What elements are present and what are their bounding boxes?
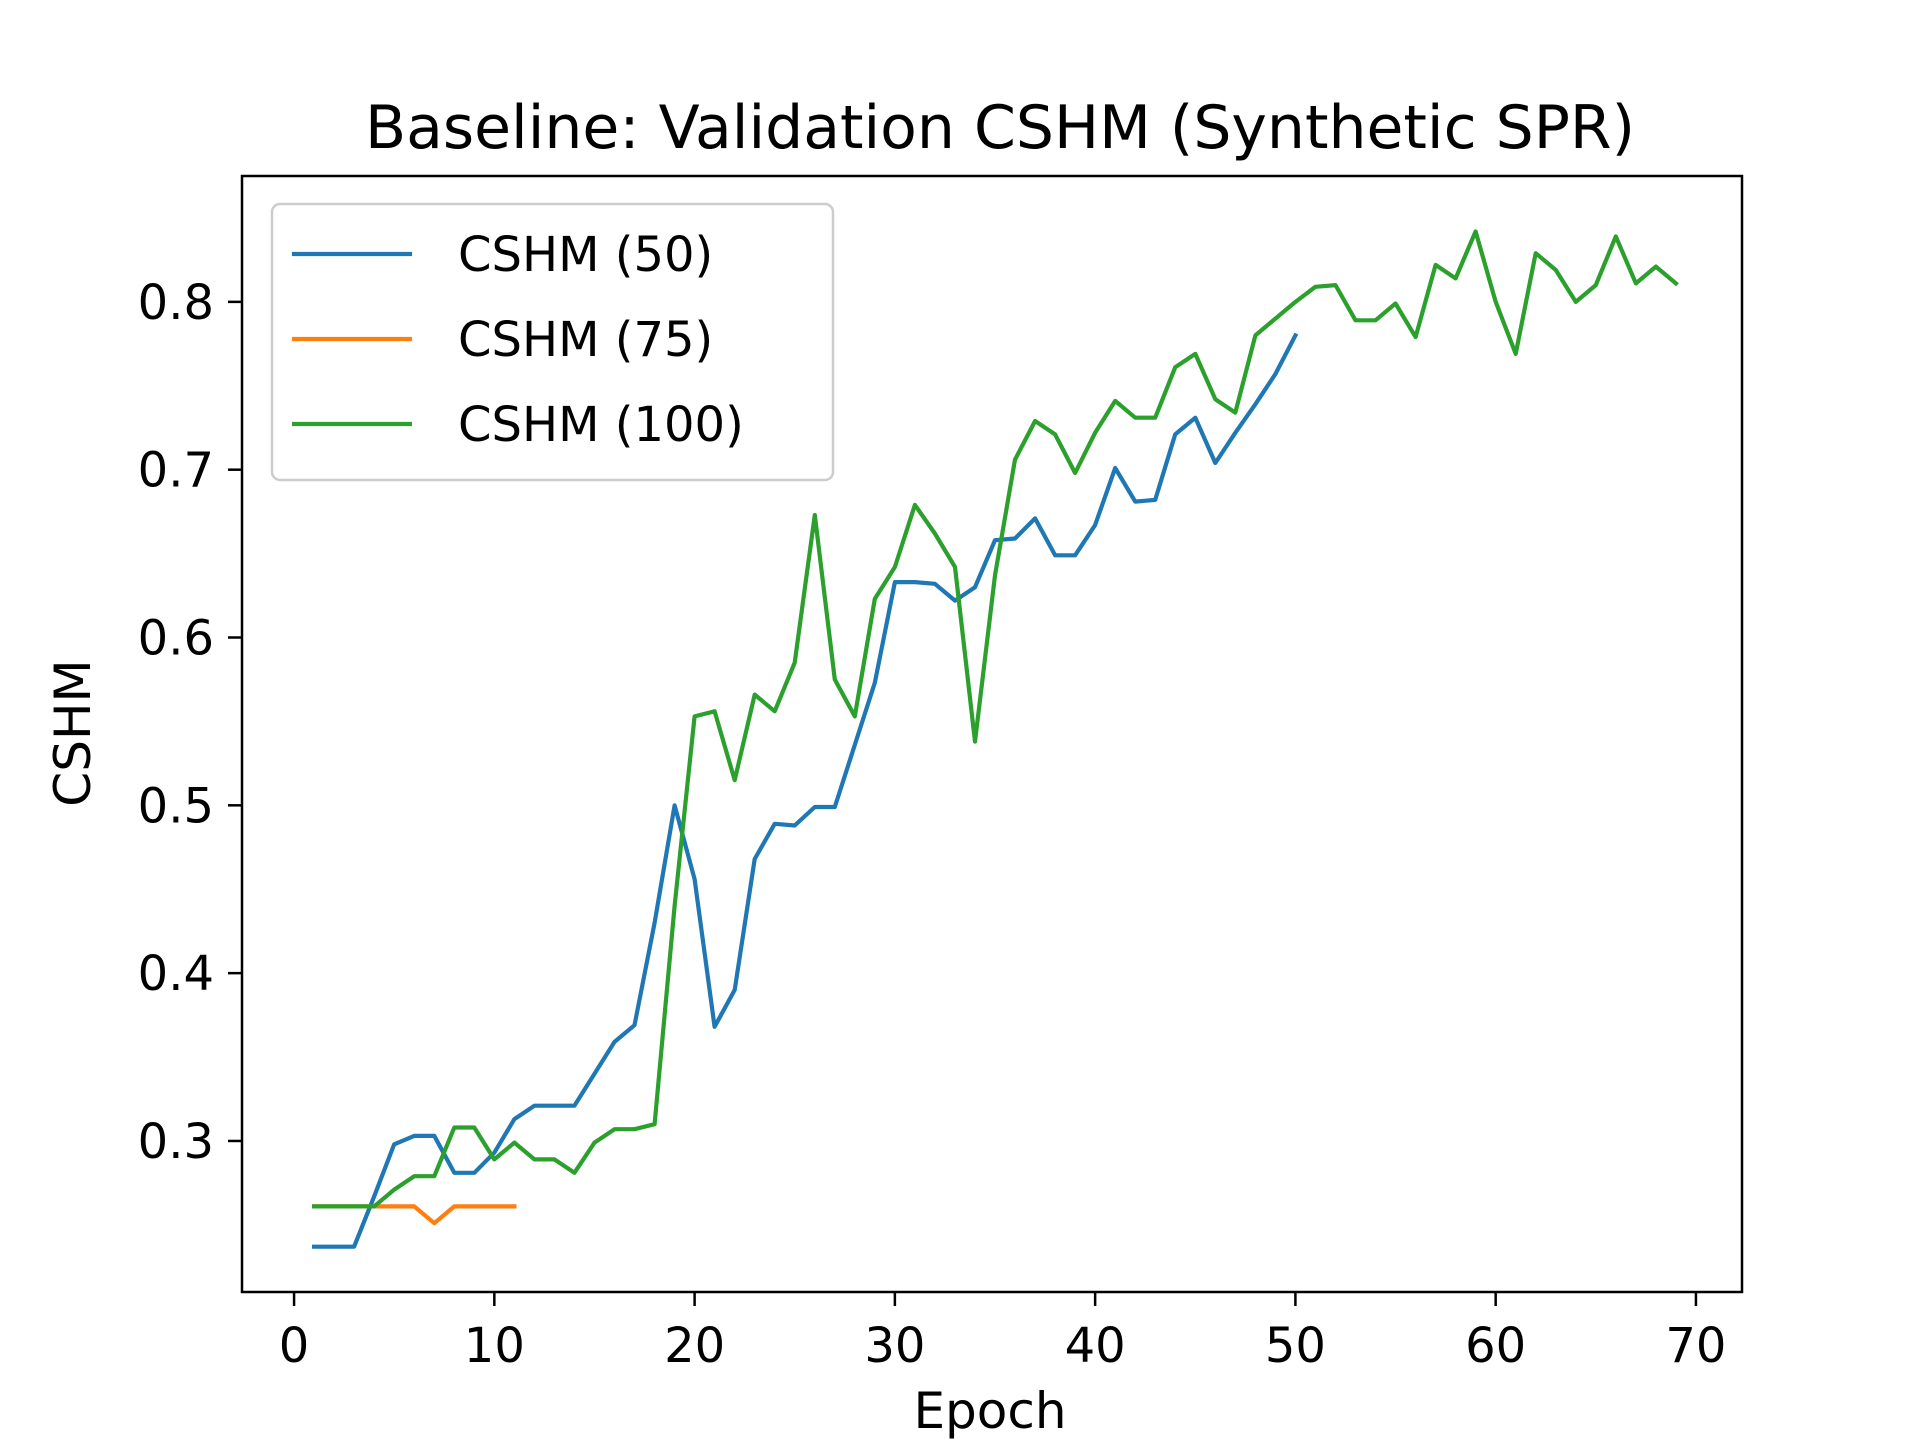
plot-area: 0 10 20 30 40 50 60 70 0.3 0.4 0.5 0.6 0.7 0.8 xyxy=(138,174,1744,1374)
series-line-3 xyxy=(312,229,1679,1209)
legend-label-2: CSHM (75) xyxy=(458,312,713,368)
y-tick-label: 0.5 xyxy=(138,778,214,834)
y-tick-label: 0.8 xyxy=(138,275,214,331)
legend-label-3: CSHM (100) xyxy=(458,397,744,453)
y-tick-label: 0.4 xyxy=(138,946,214,1002)
x-tick-label: 70 xyxy=(1665,1318,1726,1374)
x-tick-label: 20 xyxy=(664,1318,725,1374)
x-tick-label: 50 xyxy=(1265,1318,1326,1374)
y-axis-label: CSHM xyxy=(44,659,102,806)
y-tick-label: 0.6 xyxy=(138,611,214,667)
legend-label-1: CSHM (50) xyxy=(458,227,713,283)
y-tick-label: 0.7 xyxy=(138,443,214,499)
x-tick-label: 40 xyxy=(1065,1318,1126,1374)
plot-frame xyxy=(240,174,1744,1294)
series-line-1 xyxy=(312,332,1299,1249)
x-tick-label: 30 xyxy=(864,1318,925,1374)
x-tick-label: 10 xyxy=(464,1318,525,1374)
x-tick-label: 60 xyxy=(1465,1318,1526,1374)
legend-box xyxy=(270,202,835,482)
x-tick-label: 0 xyxy=(279,1318,310,1374)
x-axis-label: Epoch xyxy=(913,1382,1066,1440)
y-tick-label: 0.3 xyxy=(138,1114,214,1170)
legend: CSHM (50) CSHM (75) CSHM (100) xyxy=(270,202,835,482)
chart-title: Baseline: Validation CSHM (Synthetic SPR… xyxy=(365,93,1635,163)
